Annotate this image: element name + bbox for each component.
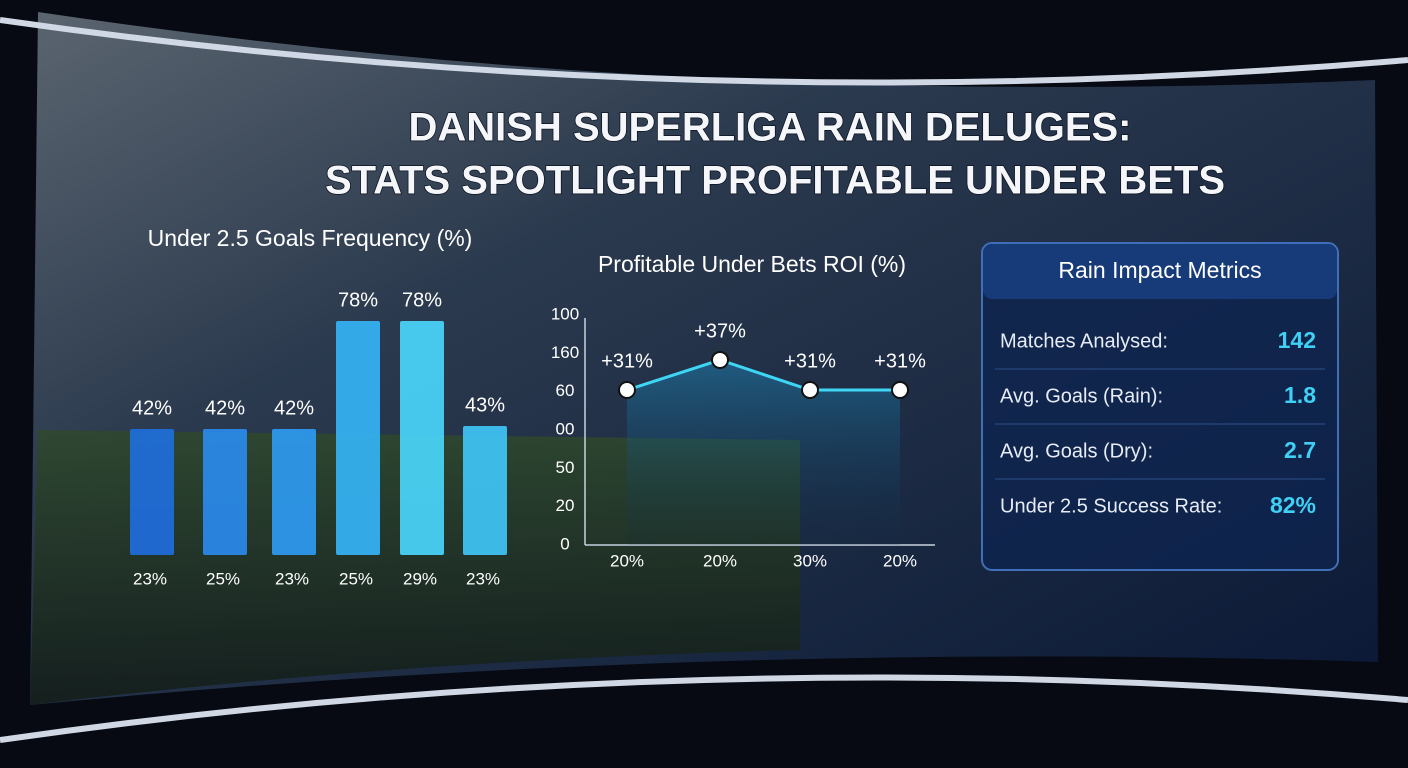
- metrics-panel: [981, 242, 1339, 571]
- bar-label: 42%: [205, 397, 245, 419]
- point-label: +31%: [874, 350, 926, 372]
- metric-value: 142: [1278, 327, 1316, 353]
- bar-label: 42%: [132, 397, 172, 419]
- x-tick-label: 20%: [883, 551, 917, 570]
- metric-value: 2.7: [1284, 437, 1316, 463]
- frame-top: [0, 17, 1408, 86]
- title-line: STATS SPOTLIGHT PROFITABLE UNDER BETS: [325, 159, 1225, 203]
- x-tick-label: 25%: [339, 569, 373, 588]
- frame-bottom: [0, 674, 1408, 743]
- x-tick-label: 29%: [403, 569, 437, 588]
- bar: [463, 426, 507, 555]
- point-label: +31%: [784, 350, 836, 372]
- metric-value: 1.8: [1284, 382, 1316, 408]
- x-tick-label: 25%: [206, 569, 240, 588]
- point: [891, 381, 909, 399]
- metric-label: Under 2.5 Success Rate:: [1000, 495, 1222, 517]
- metrics-header: [983, 244, 1337, 299]
- point-label: +31%: [601, 350, 653, 372]
- y-tick-label: 50: [556, 458, 575, 477]
- line-area: [627, 360, 900, 545]
- y-tick-label: 60: [556, 381, 575, 400]
- point-label: +37%: [694, 320, 746, 342]
- bar: [130, 429, 174, 555]
- point: [618, 381, 636, 399]
- chart-title: Profitable Under Bets ROI (%): [598, 251, 906, 277]
- y-tick-label: 00: [556, 419, 575, 438]
- y-tick-label: 100: [551, 304, 579, 323]
- bar: [400, 321, 444, 555]
- y-tick-label: 160: [551, 343, 579, 362]
- metric-label: Avg. Goals (Dry):: [1000, 440, 1153, 462]
- x-tick-label: 20%: [610, 551, 644, 570]
- y-tick-label: 20: [556, 496, 575, 515]
- x-tick-label: 23%: [466, 569, 500, 588]
- title-line: DANISH SUPERLIGA RAIN DELUGES:: [408, 106, 1131, 150]
- bar-label: 78%: [338, 289, 378, 311]
- metric-label: Matches Analysed:: [1000, 330, 1168, 352]
- chart-title: Under 2.5 Goals Frequency (%): [148, 225, 473, 251]
- line: [626, 358, 900, 392]
- x-tick-label: 30%: [793, 551, 827, 570]
- bar-label: 43%: [465, 394, 505, 416]
- x-tick-label: 23%: [275, 569, 309, 588]
- x-tick-label: 23%: [133, 569, 167, 588]
- x-tick-label: 20%: [703, 551, 737, 570]
- metric-value: 82%: [1270, 492, 1316, 518]
- bar: [203, 429, 247, 555]
- bar: [336, 321, 380, 555]
- panel-title: Rain Impact Metrics: [1058, 257, 1261, 283]
- bar-label: 42%: [274, 397, 314, 419]
- bar: [272, 429, 316, 555]
- bar-label: 78%: [402, 289, 442, 311]
- point: [801, 381, 819, 399]
- metric-label: Avg. Goals (Rain):: [1000, 385, 1163, 407]
- point: [711, 351, 729, 369]
- y-tick-label: 0: [560, 534, 569, 553]
